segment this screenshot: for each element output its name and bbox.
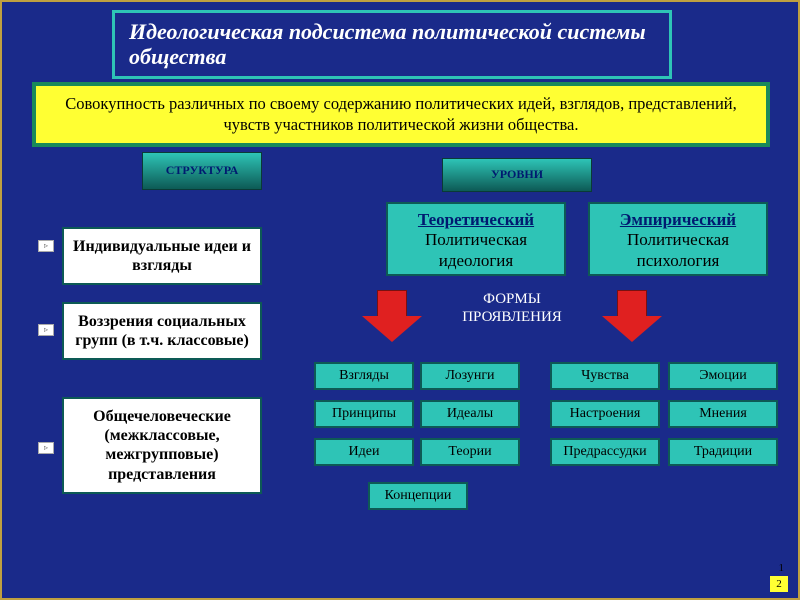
structure-item-3-text: Общечеловеческие (межклассовые, межгрупп… — [93, 408, 231, 483]
bullet-marker: ▹ — [38, 324, 54, 336]
form-chip: Настроения — [550, 400, 660, 428]
tab-structure-label: СТРУКТУРА — [166, 164, 238, 177]
form-chip: Чувства — [550, 362, 660, 390]
form-chip: Идеалы — [420, 400, 520, 428]
arrow-down-icon — [362, 290, 422, 342]
level-empirical-title: Эмпирический — [594, 210, 762, 230]
structure-item-1: Индивидуальные идеи и взгляды — [62, 227, 262, 285]
form-chip: Эмоции — [668, 362, 778, 390]
structure-item-1-text: Индивидуальные идеи и взгляды — [73, 238, 251, 274]
structure-item-2-text: Воззрения социальных групп (в т.ч. класс… — [75, 313, 249, 349]
level-theoretical: Теоретический Политическая идеология — [386, 202, 566, 276]
structure-item-3: Общечеловеческие (межклассовые, межгрупп… — [62, 397, 262, 494]
bullet-marker: ▹ — [38, 240, 54, 252]
form-chip: Принципы — [314, 400, 414, 428]
description-box: Совокупность различных по своему содержа… — [32, 82, 770, 147]
level-theoretical-subtitle: Политическая идеология — [425, 230, 527, 269]
arrow-down-icon — [602, 290, 662, 342]
forms-label: ФОРМЫ ПРОЯВЛЕНИЯ — [432, 290, 592, 326]
bullet-marker: ▹ — [38, 442, 54, 454]
page-prev: 1 — [779, 562, 785, 574]
structure-item-2: Воззрения социальных групп (в т.ч. класс… — [62, 302, 262, 360]
title-text: Идеологическая подсистема политической с… — [129, 19, 646, 69]
form-chip: Предрассудки — [550, 438, 660, 466]
level-empirical-subtitle: Политическая психология — [627, 230, 729, 269]
form-chip: Традиции — [668, 438, 778, 466]
form-chip: Мнения — [668, 400, 778, 428]
form-chip: Взгляды — [314, 362, 414, 390]
description-text: Совокупность различных по своему содержа… — [65, 94, 736, 134]
tab-structure: СТРУКТУРА — [142, 152, 262, 190]
level-empirical: Эмпирический Политическая психология — [588, 202, 768, 276]
form-chip: Теории — [420, 438, 520, 466]
form-chip: Концепции — [368, 482, 468, 510]
page-current: 2 — [770, 576, 788, 592]
tab-levels-label: УРОВНИ — [491, 168, 543, 181]
form-chip: Лозунги — [420, 362, 520, 390]
title-box: Идеологическая подсистема политической с… — [112, 10, 672, 79]
form-chip: Идеи — [314, 438, 414, 466]
level-theoretical-title: Теоретический — [392, 210, 560, 230]
tab-levels: УРОВНИ — [442, 158, 592, 192]
forms-label-text: ФОРМЫ ПРОЯВЛЕНИЯ — [462, 291, 562, 325]
